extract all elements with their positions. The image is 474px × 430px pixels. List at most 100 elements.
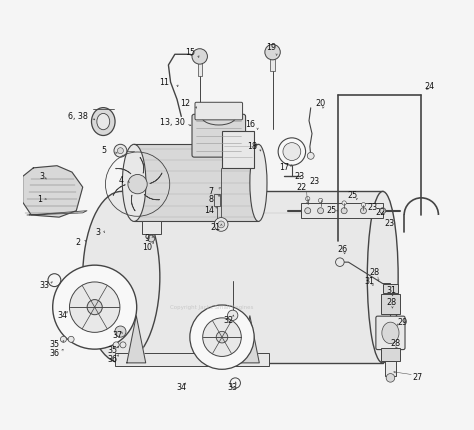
Polygon shape <box>240 316 259 363</box>
Ellipse shape <box>201 108 236 125</box>
Text: 14: 14 <box>204 206 214 215</box>
Text: 5: 5 <box>101 146 107 155</box>
Text: 20: 20 <box>316 99 326 108</box>
Bar <box>301 203 383 218</box>
Text: 25: 25 <box>347 191 358 200</box>
Circle shape <box>192 49 208 64</box>
FancyArrowPatch shape <box>150 173 162 184</box>
Text: 23: 23 <box>309 177 319 186</box>
Text: 35: 35 <box>108 347 118 355</box>
Text: 33: 33 <box>39 281 49 290</box>
Bar <box>142 221 161 234</box>
Text: 2: 2 <box>76 238 81 247</box>
Circle shape <box>307 152 314 159</box>
Circle shape <box>319 198 323 203</box>
Circle shape <box>278 138 306 165</box>
Circle shape <box>265 44 280 60</box>
Text: 12: 12 <box>181 99 191 108</box>
FancyArrowPatch shape <box>131 195 135 211</box>
Text: 23: 23 <box>294 172 304 181</box>
Text: 23: 23 <box>384 219 394 228</box>
FancyArrowPatch shape <box>140 157 144 173</box>
FancyBboxPatch shape <box>192 114 246 157</box>
Circle shape <box>114 144 127 157</box>
Circle shape <box>306 197 310 201</box>
Ellipse shape <box>250 144 267 221</box>
Text: 22: 22 <box>375 209 386 217</box>
Text: 6, 38: 6, 38 <box>68 112 88 121</box>
Bar <box>214 194 220 206</box>
Circle shape <box>87 300 102 315</box>
Circle shape <box>203 318 241 356</box>
Text: 17: 17 <box>279 163 289 172</box>
Circle shape <box>218 221 225 228</box>
Ellipse shape <box>122 144 146 221</box>
Text: 28: 28 <box>386 298 396 307</box>
Circle shape <box>148 235 155 242</box>
Circle shape <box>336 258 344 267</box>
Bar <box>115 353 269 366</box>
Circle shape <box>305 208 311 214</box>
Text: 13, 30: 13, 30 <box>160 118 185 127</box>
Text: 7: 7 <box>209 187 214 196</box>
Text: 22: 22 <box>296 183 306 192</box>
Text: 26: 26 <box>337 245 347 254</box>
Text: 10: 10 <box>142 243 152 252</box>
Text: 36: 36 <box>50 348 60 357</box>
Text: 18: 18 <box>247 142 257 151</box>
Text: 8: 8 <box>209 196 214 205</box>
Text: 25: 25 <box>326 206 337 215</box>
Text: 33: 33 <box>228 383 238 392</box>
Bar <box>134 144 258 221</box>
Text: 35: 35 <box>50 340 60 349</box>
Text: 15: 15 <box>185 48 195 57</box>
Bar <box>271 58 275 71</box>
Circle shape <box>190 305 254 369</box>
Circle shape <box>53 265 137 349</box>
Text: 16: 16 <box>245 120 255 129</box>
Circle shape <box>68 336 74 342</box>
Circle shape <box>120 342 126 348</box>
Ellipse shape <box>367 191 398 363</box>
FancyArrowPatch shape <box>144 194 160 200</box>
Circle shape <box>70 282 120 332</box>
Text: 28: 28 <box>369 268 379 277</box>
FancyBboxPatch shape <box>376 316 405 350</box>
Bar <box>381 294 400 313</box>
Bar <box>222 132 254 168</box>
Circle shape <box>128 175 147 194</box>
FancyArrowPatch shape <box>116 168 131 174</box>
Text: 19: 19 <box>266 43 276 52</box>
Bar <box>121 191 383 363</box>
Circle shape <box>342 201 346 205</box>
Circle shape <box>360 208 366 214</box>
Circle shape <box>283 143 301 160</box>
Circle shape <box>216 332 228 343</box>
Ellipse shape <box>82 191 160 363</box>
Text: 23: 23 <box>367 203 377 212</box>
Text: 27: 27 <box>412 373 422 382</box>
Circle shape <box>386 374 395 382</box>
Circle shape <box>318 208 324 214</box>
Text: 1: 1 <box>37 196 42 205</box>
Circle shape <box>113 342 119 348</box>
Text: 34: 34 <box>176 383 186 392</box>
Bar <box>381 348 400 361</box>
Circle shape <box>341 208 347 214</box>
Text: 21: 21 <box>210 223 220 232</box>
Circle shape <box>214 218 228 231</box>
Text: 11: 11 <box>159 78 169 86</box>
Text: 31: 31 <box>386 286 396 295</box>
Circle shape <box>380 208 386 214</box>
Polygon shape <box>127 316 146 363</box>
Bar <box>198 63 202 76</box>
Text: 31: 31 <box>365 277 375 286</box>
Text: 34: 34 <box>57 311 67 320</box>
Text: 28: 28 <box>391 339 401 348</box>
Text: 3: 3 <box>39 172 45 181</box>
Bar <box>385 361 396 376</box>
Ellipse shape <box>97 114 109 130</box>
FancyArrowPatch shape <box>113 184 125 195</box>
Ellipse shape <box>382 322 399 344</box>
Text: 29: 29 <box>397 318 407 327</box>
